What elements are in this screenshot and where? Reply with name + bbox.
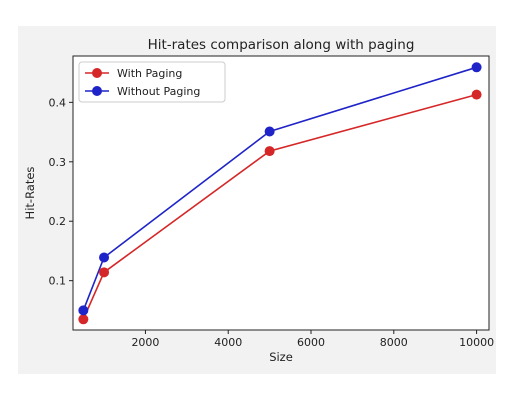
legend-label-0: With Paging [117, 67, 182, 80]
x-axis-label: Size [269, 350, 293, 364]
x-tick-label-3: 8000 [380, 336, 408, 349]
line-chart: 2000 4000 6000 8000 10000 0.1 0.2 0.3 0.4 Hit-rat… [18, 26, 496, 374]
x-tick-label-1: 4000 [214, 336, 242, 349]
y-tick-label-2: 0.3 [49, 156, 67, 169]
y-axis-label: Hit-Rates [23, 167, 37, 220]
x-tick-label-2: 6000 [297, 336, 325, 349]
y-tick-label-3: 0.4 [49, 96, 67, 109]
data-point-0-2 [265, 146, 275, 156]
data-point-1-2 [265, 126, 275, 136]
y-tick-label-0: 0.1 [49, 275, 67, 288]
legend-marker-1 [92, 86, 102, 96]
x-tick-label-0: 2000 [131, 336, 159, 349]
data-point-0-3 [472, 90, 482, 100]
chart-title: Hit-rates comparison along with paging [148, 37, 415, 53]
chart-figure: 2000 4000 6000 8000 10000 0.1 0.2 0.3 0.4 Hit-rat… [18, 26, 496, 374]
data-point-0-1 [99, 267, 109, 277]
legend-label-1: Without Paging [117, 85, 200, 98]
y-tick-label-1: 0.2 [49, 215, 67, 228]
data-point-1-0 [78, 305, 88, 315]
data-point-1-3 [472, 62, 482, 72]
data-point-1-1 [99, 252, 109, 262]
data-point-0-0 [78, 314, 88, 324]
legend-marker-0 [92, 68, 102, 78]
x-tick-label-4: 10000 [459, 336, 494, 349]
